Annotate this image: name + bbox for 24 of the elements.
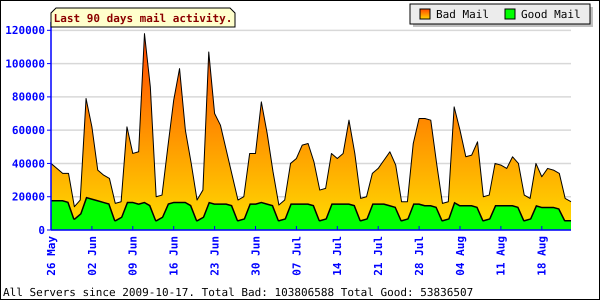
x-tick-label: 21 Jul <box>372 236 386 276</box>
x-tick-label: 18 Aug <box>536 236 549 276</box>
x-tick-label: 23 Jun <box>208 236 222 276</box>
x-tick-label: 28 Jul <box>412 236 426 276</box>
y-tick-label: 120000 <box>5 24 45 38</box>
y-tick-label: 20000 <box>12 190 45 204</box>
x-tick-label: 02 Jun <box>86 236 99 276</box>
x-tick-label: 04 Aug <box>454 236 467 276</box>
y-tick-label: 0 <box>38 224 45 237</box>
x-tick-label: 07 Jul <box>290 236 304 276</box>
x-tick-label: 16 Jun <box>168 236 181 276</box>
x-tick-label: 09 Jun <box>126 236 140 276</box>
legend-label: Bad Mail <box>436 8 489 21</box>
y-tick-label: 60000 <box>12 124 45 138</box>
x-tick-label: 11 Aug <box>494 236 508 276</box>
y-tick-label: 100000 <box>5 57 45 70</box>
x-tick-label: 14 Jul <box>331 236 344 276</box>
x-tick-label: 26 May <box>44 236 58 276</box>
y-tick-label: 80000 <box>12 90 45 104</box>
text: All Servers since 2009-10-17. Total Bad: 103806588 Total Good: 53836507 <box>3 286 474 299</box>
y-tick-label: 40000 <box>12 157 45 170</box>
x-tick-label: 30 Jun <box>249 236 262 276</box>
chart-title: Last 90 days mail activity. <box>54 12 232 25</box>
legend-label: Good Mail <box>521 8 581 21</box>
